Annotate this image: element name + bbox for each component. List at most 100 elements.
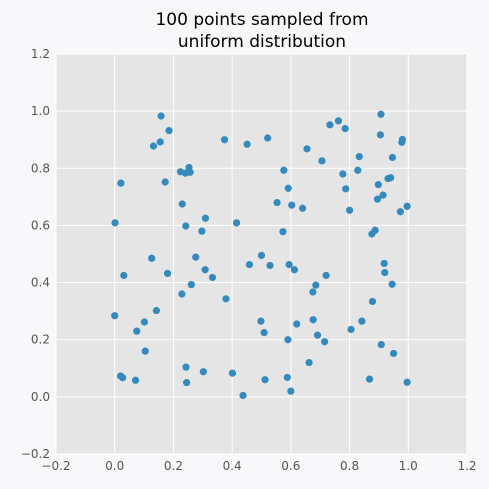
data-point — [152, 306, 161, 315]
data-point — [326, 121, 334, 129]
data-point — [260, 328, 268, 337]
data-point — [245, 260, 254, 269]
x-tick-label: −0.2 — [41, 459, 70, 473]
data-point — [374, 180, 382, 189]
data-point — [354, 166, 362, 174]
y-tick-label: 0.6 — [31, 218, 50, 232]
data-point — [388, 153, 397, 162]
data-point — [182, 222, 190, 230]
y-tick-label: 0.4 — [31, 276, 50, 290]
data-point — [257, 251, 266, 260]
data-point — [313, 331, 322, 339]
data-point — [232, 219, 241, 227]
data-point — [377, 110, 385, 118]
data-point — [341, 124, 349, 133]
data-point — [111, 219, 119, 227]
data-point — [293, 320, 301, 328]
data-point — [133, 327, 141, 335]
data-point — [199, 368, 207, 376]
data-point — [379, 191, 387, 199]
x-tick-label: 1.0 — [399, 459, 418, 473]
data-point — [305, 358, 313, 367]
data-point — [318, 157, 326, 165]
data-point — [131, 376, 140, 384]
y-tick-label: 0.2 — [31, 333, 50, 347]
data-point — [273, 198, 281, 207]
x-tick-label: 0.0 — [105, 459, 124, 473]
data-point — [388, 280, 396, 288]
y-tick-label: 1.0 — [31, 104, 50, 118]
data-point — [178, 290, 186, 298]
data-point — [120, 271, 128, 280]
data-point — [261, 376, 269, 384]
data-point — [339, 170, 347, 178]
data-point — [355, 152, 363, 161]
data-point — [141, 347, 149, 355]
data-point — [342, 185, 350, 193]
data-point — [377, 340, 385, 349]
data-point — [371, 226, 379, 234]
data-point — [165, 126, 173, 135]
data-point — [280, 166, 288, 174]
data-point — [284, 336, 292, 344]
data-point — [322, 271, 330, 280]
data-point — [163, 269, 172, 278]
data-point — [299, 204, 307, 212]
data-point — [243, 140, 251, 148]
data-point — [157, 112, 165, 120]
data-point — [279, 228, 287, 236]
data-point — [161, 178, 169, 186]
data-point — [303, 145, 311, 153]
data-point — [376, 131, 384, 139]
y-tick-label: 0.0 — [31, 390, 50, 404]
data-point — [222, 295, 230, 303]
grid-lines — [55, 53, 468, 455]
data-point — [365, 375, 374, 383]
data-point — [257, 317, 265, 325]
data-point — [228, 369, 237, 377]
x-tick-label: 0.2 — [164, 459, 183, 473]
data-point — [312, 281, 320, 289]
data-point — [403, 378, 411, 386]
data-point — [187, 280, 195, 289]
data-point — [182, 363, 190, 371]
chart-title-line-2: uniform distribution — [178, 32, 346, 52]
data-point — [201, 214, 210, 222]
axis-ticks: −0.2 0.0 0.2 0.4 0.6 0.8 1.0 1.2 −0.2 0.0 0.2 0.4 0.… — [21, 47, 477, 473]
data-point — [396, 208, 404, 216]
data-point — [111, 312, 119, 320]
data-point — [347, 325, 355, 334]
data-point — [387, 174, 395, 182]
data-point — [117, 179, 125, 187]
data-point — [287, 387, 295, 395]
data-point — [239, 391, 247, 400]
x-tick-label: 0.4 — [223, 459, 242, 473]
data-point — [119, 374, 127, 382]
data-point — [178, 200, 186, 208]
data-points — [111, 110, 411, 400]
data-point — [140, 318, 148, 326]
data-point — [321, 338, 329, 346]
x-tick-label: 0.8 — [340, 459, 359, 473]
data-point — [148, 254, 156, 262]
data-point — [208, 273, 217, 282]
data-point — [381, 268, 389, 277]
x-tick-label: 0.6 — [281, 459, 300, 473]
data-point — [398, 135, 407, 144]
data-point — [390, 349, 398, 358]
data-point — [309, 288, 317, 296]
data-point — [156, 138, 164, 146]
y-tick-label: 0.8 — [31, 161, 50, 175]
data-point — [198, 227, 206, 235]
data-point — [201, 266, 209, 274]
data-point — [192, 253, 200, 261]
data-point — [358, 317, 366, 325]
data-point — [290, 266, 298, 274]
data-point — [288, 201, 296, 209]
data-point — [186, 168, 194, 176]
data-point — [183, 378, 191, 387]
data-point — [373, 195, 382, 203]
data-point — [149, 142, 158, 150]
data-point — [368, 297, 377, 306]
